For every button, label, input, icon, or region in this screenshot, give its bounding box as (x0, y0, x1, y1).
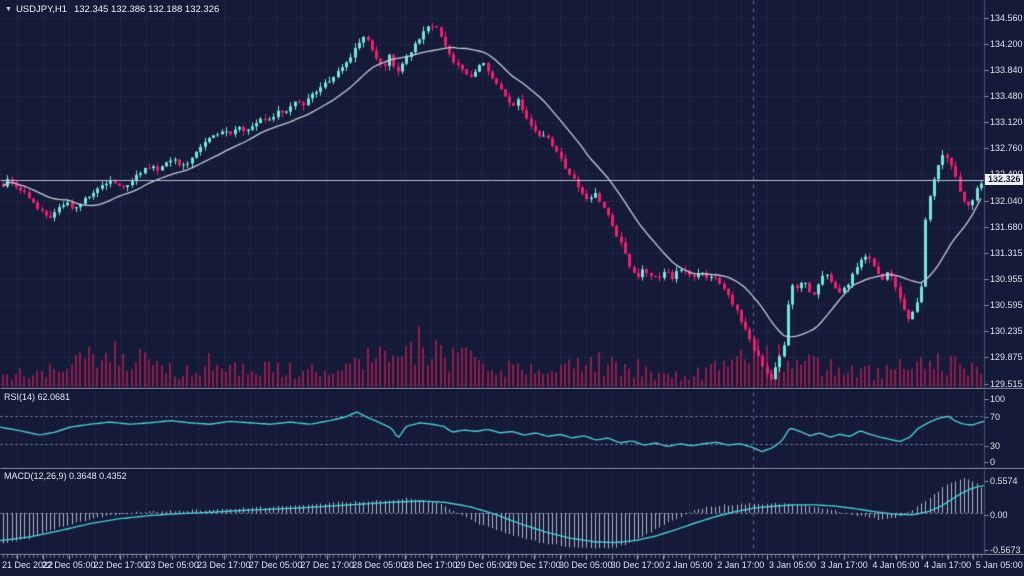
rsi-name: RSI(14) (4, 392, 36, 402)
chart-title: ▼ USDJPY,H1 132.345 132.386 132.188 132.32… (5, 4, 219, 15)
price-axis-label: 134.560 (990, 13, 1023, 23)
price-axis-label: 131.680 (990, 221, 1023, 232)
time-axis-label: 30 Dec 05:00 (558, 560, 613, 570)
rsi-axis-label: 100 (990, 394, 1006, 404)
price-axis-label: 133.480 (990, 91, 1023, 102)
time-axis-label: 22 Dec 05:00 (41, 560, 96, 570)
price-axis-label: 134.200 (990, 39, 1023, 50)
time-axis-label: 29 Dec 17:00 (507, 560, 561, 570)
time-axis-label: 3 Jan 17:00 (820, 560, 868, 570)
price-axis-label: 133.840 (990, 65, 1023, 76)
price-axis-label: 130.955 (990, 274, 1023, 285)
price-axis-label: 132.760 (990, 143, 1023, 154)
macd-panel[interactable] (0, 469, 984, 553)
time-axis-label: 2 Jan 05:00 (665, 560, 713, 570)
time-axis-label: 27 Dec 05:00 (248, 560, 303, 570)
rsi-axis-label: 70 (990, 412, 1001, 422)
time-axis-label: 27 Dec 17:00 (300, 560, 354, 570)
rsi-axis-label: 0 (990, 457, 996, 467)
price-panel[interactable] (0, 0, 984, 388)
price-axis-label: 132.040 (990, 195, 1023, 206)
time-axis-label: 29 Dec 05:00 (455, 560, 510, 570)
time-axis-label: 3 Jan 05:00 (768, 560, 817, 570)
time-axis-label: 28 Dec 17:00 (403, 560, 458, 570)
rsi-indicator-label: RSI(14) 62.0681 (4, 392, 70, 403)
macd-indicator-label: MACD(12,26,9) 0.3648 0.4352 (4, 471, 127, 482)
rsi-value: 62.0681 (37, 392, 71, 402)
macd-name: MACD(12,26,9) (4, 471, 67, 481)
time-axis-label: 2 Jan 17:00 (717, 560, 765, 570)
time-axis-label: 4 Jan 05:00 (872, 560, 920, 570)
price-axis-label: 131.315 (990, 248, 1023, 259)
macd-values: 0.3648 0.4352 (69, 471, 127, 481)
symbol-period-label: USDJPY,H1 (15, 4, 67, 15)
time-axis-label: 23 Dec 05:00 (145, 560, 199, 570)
time-axis-label: 23 Dec 17:00 (197, 560, 251, 570)
price-axis-label: 130.235 (990, 326, 1023, 337)
price-axis-label: 133.120 (990, 117, 1023, 128)
time-axis-label: 28 Dec 05:00 (352, 560, 406, 570)
time-axis-label: 5 Jan 05:00 (975, 560, 1023, 570)
macd-axis-label: 0.00 (990, 510, 1008, 520)
price-axis-label: 130.595 (990, 300, 1023, 311)
time-axis-label: 30 Dec 17:00 (610, 560, 665, 570)
time-axis-label: 21 Dec 2022 (2, 560, 54, 570)
price-axis-label: 129.875 (990, 352, 1023, 363)
macd-axis-label: 0.5574 (990, 476, 1018, 486)
ohlc-values: 132.345 132.386 132.188 132.326 (73, 4, 220, 15)
rsi-axis-label: 30 (990, 441, 1001, 451)
time-axis-label: 4 Jan 17:00 (924, 560, 972, 570)
symbol-dropdown-icon[interactable]: ▼ (5, 6, 12, 13)
rsi-panel[interactable] (0, 390, 984, 467)
time-axis-label: 22 Dec 17:00 (93, 560, 148, 570)
price-axis-label: 129.515 (990, 378, 1023, 389)
price-axis-label: 132.400 (990, 169, 1023, 180)
current-price-tag: 132.326 (985, 173, 1023, 185)
macd-axis-label: -0.5673 (990, 545, 1021, 555)
